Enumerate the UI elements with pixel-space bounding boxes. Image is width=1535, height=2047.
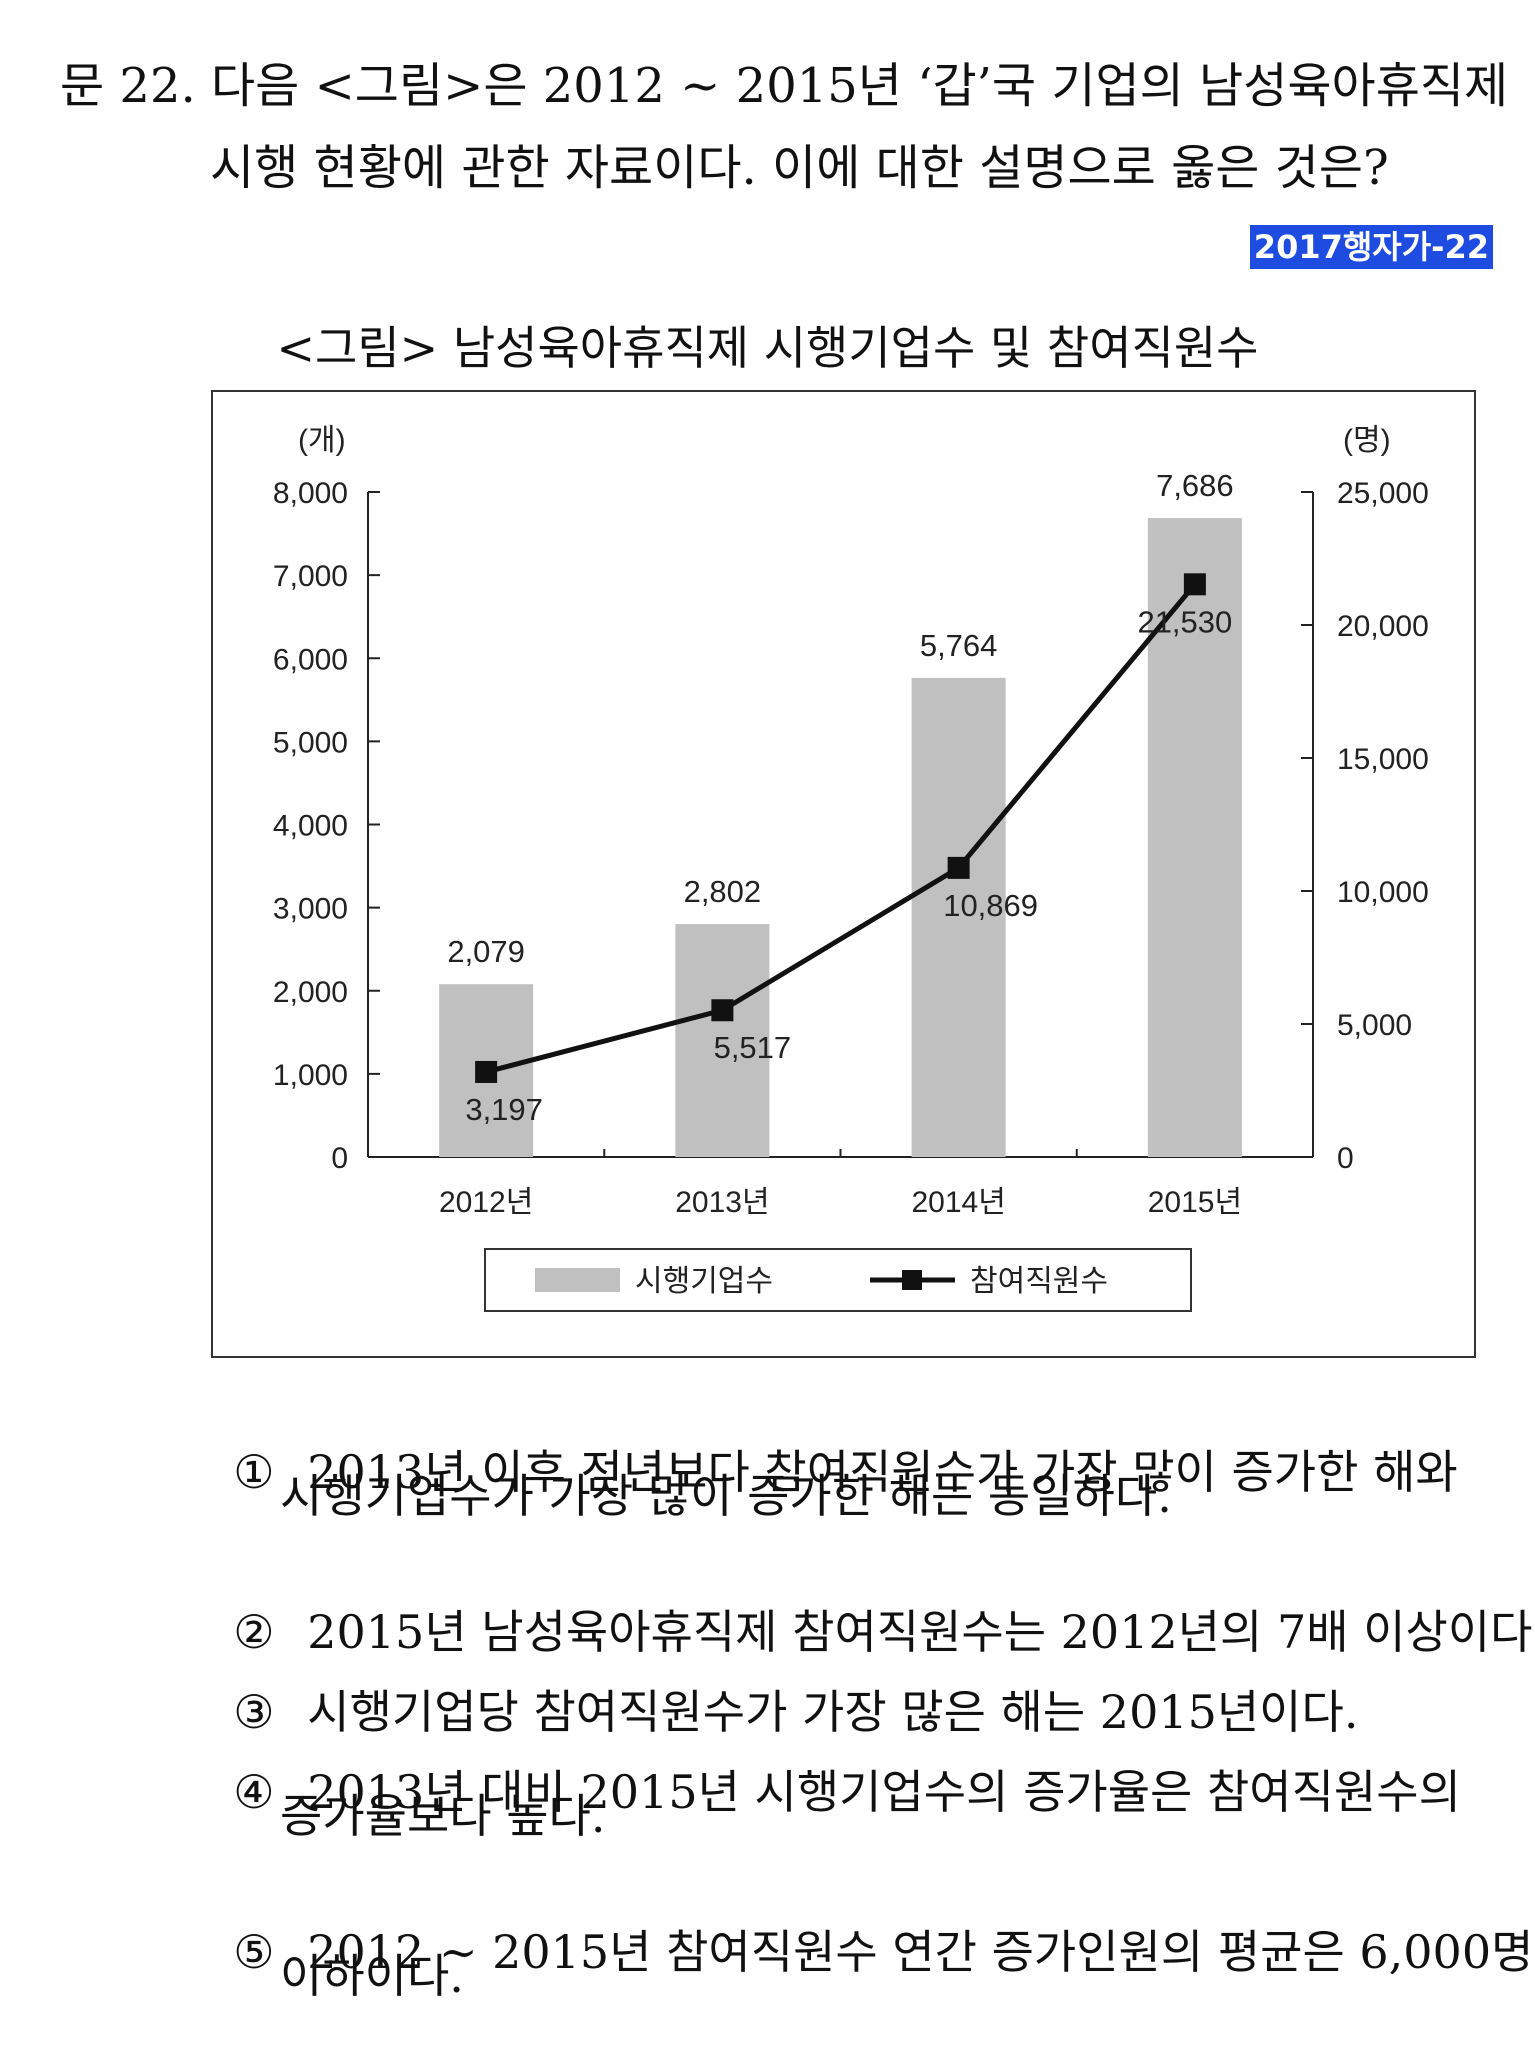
line-value-label: 10,869: [943, 888, 1038, 923]
option-4-number: ④: [233, 1765, 275, 1819]
left-tick-label: 0: [331, 1142, 348, 1175]
option-2-line-1[interactable]: ② 2015년 남성육아휴직제 참여직원수는 2012년의 7배 이상이다.: [204, 1548, 1535, 1660]
series-line: [485, 582, 1197, 1075]
legend-bar-swatch: [535, 1268, 620, 1292]
option-1-line-1[interactable]: ① 2013년 이후 전년보다 참여직원수가 가장 많이 증가한 해와: [204, 1388, 1458, 1500]
left-tick-label: 4,000: [273, 810, 348, 843]
left-tick-label: 3,000: [273, 893, 348, 926]
legend-line-marker: [902, 1270, 922, 1290]
left-tick-label: 8,000: [273, 477, 348, 510]
chart-svg: 0 1,000 2,000 3,000 4,000 5,000 6,000 7,000 8,00…: [273, 424, 1429, 1312]
right-tick-label: 25,000: [1337, 477, 1429, 510]
line-value-label: 21,530: [1137, 604, 1232, 639]
option-3-number: ③: [233, 1685, 275, 1739]
line-marker: [711, 999, 734, 1022]
bar: [675, 924, 770, 1157]
option-3-line-1[interactable]: ③ 시행기업당 참여직원수가 가장 많은 해는 2015년이다.: [204, 1628, 1358, 1740]
option-2-text: 2015년 남성육아휴직제 참여직원수는 2012년의 7배 이상이다.: [307, 1605, 1535, 1659]
line-marker: [475, 1060, 498, 1083]
option-2-number: ②: [233, 1605, 275, 1659]
figure-title: <그림> 남성육아휴직제 시행기업수 및 참여직원수: [276, 321, 1259, 375]
option-5-line-1[interactable]: ⑤ 2012 ~ 2015년 참여직원수 연간 증가인원의 평균은 6,000명: [204, 1868, 1533, 1980]
right-tick-label: 0: [1337, 1142, 1354, 1175]
option-4-text: 2013년 대비 2015년 시행기업수의 증가율은 참여직원수의: [307, 1765, 1461, 1819]
right-tick-label: 10,000: [1337, 876, 1429, 909]
right-axis-unit: (명): [1343, 424, 1391, 457]
x-tick-label: 2014년: [911, 1186, 1005, 1219]
line-marker: [1183, 573, 1206, 596]
bar: [911, 677, 1006, 1157]
option-1-line-2: 시행기업수가 가장 많이 증가한 해는 동일하다.: [280, 1469, 1172, 1523]
line-marker: [947, 856, 970, 879]
x-tick-label: 2012년: [439, 1186, 533, 1219]
option-1-text: 2013년 이후 전년보다 참여직원수가 가장 많이 증가한 해와: [307, 1445, 1458, 1499]
question-line-1: 문 22. 다음 <그림>은 2012 ~ 2015년 ‘갑’국 기업의 남성육…: [60, 58, 1509, 114]
right-tick-label: 5,000: [1337, 1009, 1412, 1042]
option-3-text: 시행기업당 참여직원수가 가장 많은 해는 2015년이다.: [307, 1685, 1359, 1739]
question-line-2: 시행 현황에 관한 자료이다. 이에 대한 설명으로 옳은 것은?: [210, 140, 1389, 196]
legend-bar-label: 시행기업수: [635, 1265, 773, 1298]
bar-value-label: 2,079: [447, 934, 525, 969]
option-5-text: 2012 ~ 2015년 참여직원수 연간 증가인원의 평균은 6,000명: [307, 1925, 1534, 1979]
left-tick-label: 6,000: [273, 643, 348, 676]
bar-value-label: 2,802: [684, 874, 762, 909]
left-axis-unit: (개): [298, 424, 346, 457]
left-tick-label: 2,000: [273, 976, 348, 1009]
option-4-line-2: 증가율보다 높다.: [280, 1789, 606, 1843]
left-tick-label: 7,000: [273, 560, 348, 593]
x-tick-label: 2015년: [1148, 1186, 1242, 1219]
left-tick-label: 1,000: [273, 1059, 348, 1092]
right-tick-label: 20,000: [1337, 610, 1429, 643]
option-5-number: ⑤: [233, 1925, 275, 1979]
right-tick-label: 15,000: [1337, 743, 1429, 776]
chart-container: 0 1,000 2,000 3,000 4,000 5,000 6,000 7,000 8,00…: [211, 390, 1476, 1358]
bar-value-label: 5,764: [920, 628, 998, 663]
source-tag: 2017행자가-22: [1249, 225, 1493, 269]
x-tick-label: 2013년: [675, 1186, 769, 1219]
option-5-line-2: 이하이다.: [280, 1949, 464, 2003]
line-value-label: 3,197: [465, 1092, 543, 1127]
legend-line-label: 참여직원수: [970, 1265, 1108, 1298]
left-tick-label: 5,000: [273, 726, 348, 759]
option-4-line-1[interactable]: ④ 2013년 대비 2015년 시행기업수의 증가율은 참여직원수의: [204, 1708, 1461, 1820]
option-1-number: ①: [233, 1445, 275, 1499]
line-value-label: 5,517: [714, 1030, 792, 1065]
bar-value-label: 7,686: [1156, 468, 1234, 503]
